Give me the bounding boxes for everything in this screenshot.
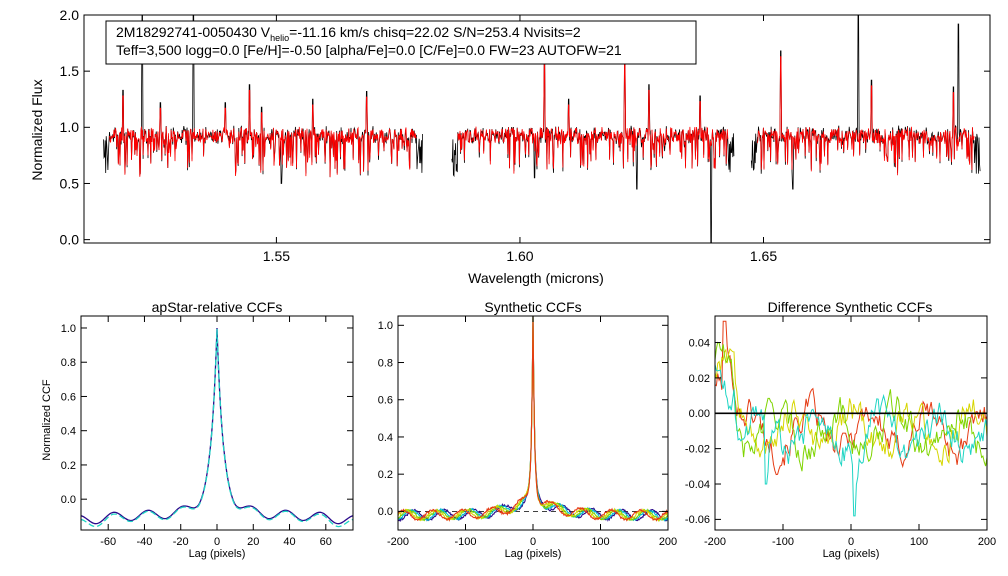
spectrum-x-tick-label: 1.55 bbox=[263, 248, 290, 264]
difference-ccf-title: Difference Synthetic CCFs bbox=[768, 299, 933, 315]
synthetic-ccf-ticks: -200 -100 0 100 200 0.0 0.2 0.4 0.6 0.8 1.0 bbox=[378, 316, 677, 548]
apstar-ccf-y-tick-label: 0.4 bbox=[61, 426, 76, 438]
spectrum-info-box bbox=[105, 20, 697, 65]
synthetic-ccf-plot-area bbox=[397, 315, 669, 523]
synthetic-ccf-x-tick-label: 100 bbox=[591, 536, 609, 548]
apstar-ccf-series-1 bbox=[80, 327, 354, 525]
apstar-ccf-y-tick-label: 0.8 bbox=[61, 357, 76, 369]
difference-ccf-x-tick-label: -200 bbox=[704, 536, 726, 548]
apstar-ccf-panel: apStar-relative CCFs -60 -40 -20 0 20 40 60 0.0… bbox=[41, 299, 354, 560]
apstar-ccf-y-tick-label: 0.2 bbox=[61, 460, 76, 472]
apstar-ccf-frame bbox=[80, 315, 354, 531]
spectrum-info-line-1: 2M18292741-0050430 Vhelio=-11.16 km/s ch… bbox=[116, 24, 581, 43]
difference-ccf-y-tick-label: 0.02 bbox=[689, 373, 710, 385]
synthetic-ccf-title: Synthetic CCFs bbox=[484, 299, 581, 315]
synthetic-ccf-y-tick-label: 0.0 bbox=[378, 506, 393, 518]
synthetic-ccf-series-5 bbox=[397, 315, 669, 522]
spectrum-y-tick-label: 1.0 bbox=[60, 119, 80, 135]
spectrum-observed-line bbox=[750, 14, 981, 190]
apstar-ccf-x-tick-label: -40 bbox=[137, 536, 153, 548]
synthetic-ccf-x-tick-label: -100 bbox=[454, 536, 476, 548]
difference-ccf-series-2 bbox=[714, 348, 988, 466]
spectrum-plot-area bbox=[103, 14, 981, 244]
spectrum-model-line bbox=[457, 62, 729, 174]
apstar-ccf-ticks: -60 -40 -20 0 20 40 60 0.0 0.2 0.4 0.6 0.8 1.0 bbox=[61, 316, 353, 548]
difference-ccf-x-tick-label: 0 bbox=[848, 536, 854, 548]
spectrum-y-tick-label: 1.5 bbox=[60, 63, 80, 79]
difference-ccf-x-label: Lag (pixels) bbox=[823, 548, 880, 560]
apstar-ccf-title: apStar-relative CCFs bbox=[152, 299, 283, 315]
difference-ccf-plot-area bbox=[714, 320, 988, 517]
difference-ccf-y-tick-label: -0.02 bbox=[685, 443, 710, 455]
synthetic-ccf-y-tick-label: 1.0 bbox=[378, 320, 393, 332]
synthetic-ccf-x-tick-label: -200 bbox=[387, 536, 409, 548]
synthetic-ccf-y-tick-label: 0.8 bbox=[378, 357, 393, 369]
difference-ccf-y-tick-label: -0.06 bbox=[685, 514, 710, 526]
spectrum-model-line bbox=[109, 89, 417, 178]
spectrum-y-tick-label: 2.0 bbox=[60, 7, 80, 23]
apstar-ccf-x-tick-label: 20 bbox=[247, 536, 259, 548]
apstar-ccf-y-tick-label: 0.0 bbox=[61, 494, 76, 506]
difference-ccf-x-tick-label: 200 bbox=[978, 536, 996, 548]
spectrum-y-label: Normalized Flux bbox=[29, 79, 45, 180]
apstar-ccf-plot-area bbox=[80, 327, 354, 528]
difference-ccf-y-tick-label: -0.04 bbox=[685, 479, 710, 491]
difference-ccf-y-tick-label: 0.04 bbox=[689, 337, 710, 349]
spectrum-y-tick-label: 0.5 bbox=[60, 175, 80, 191]
difference-ccf-x-tick-label: 100 bbox=[910, 536, 928, 548]
spectrum-panel: 1.55 1.60 1.65 0.0 0.5 1.0 1.5 2.0 2M18292741-0… bbox=[29, 7, 991, 286]
apstar-ccf-x-tick-label: 40 bbox=[283, 536, 295, 548]
apstar-ccf-y-label: Normalized CCF bbox=[41, 379, 53, 461]
spectrum-x-label: Wavelength (microns) bbox=[468, 270, 604, 286]
apstar-ccf-x-tick-label: 60 bbox=[320, 536, 332, 548]
apstar-ccf-y-tick-label: 1.0 bbox=[61, 323, 76, 335]
spectrum-y-tick-label: 0.0 bbox=[60, 232, 80, 248]
difference-ccf-x-tick-label: -100 bbox=[772, 536, 794, 548]
spectrum-x-tick-label: 1.60 bbox=[506, 248, 533, 264]
spectrum-model-line bbox=[757, 56, 975, 176]
synthetic-ccf-x-tick-label: 0 bbox=[530, 536, 536, 548]
synthetic-ccf-x-label: Lag (pixels) bbox=[505, 548, 562, 560]
apstar-ccf-x-tick-label: -60 bbox=[100, 536, 116, 548]
spectrum-ticks: 1.55 1.60 1.65 0.0 0.5 1.0 1.5 2.0 bbox=[60, 7, 990, 264]
spectrum-frame bbox=[83, 14, 991, 244]
apstar-ccf-x-tick-label: -20 bbox=[173, 536, 189, 548]
difference-ccf-panel: Difference Synthetic CCFs -200 -100 0 100 20… bbox=[685, 299, 996, 560]
difference-ccf-series-3 bbox=[714, 341, 988, 472]
synthetic-ccf-panel: Synthetic CCFs -200 -100 0 100 200 0.0 0.2 0.4 0… bbox=[378, 299, 677, 560]
synthetic-ccf-y-tick-label: 0.4 bbox=[378, 432, 393, 444]
synthetic-ccf-y-tick-label: 0.2 bbox=[378, 469, 393, 481]
spectrum-info-line-2: Teff=3,500 logg=0.0 [Fe/H]=-0.50 [alpha/… bbox=[116, 42, 622, 58]
apstar-ccf-x-tick-label: 0 bbox=[214, 536, 220, 548]
synthetic-ccf-y-tick-label: 0.6 bbox=[378, 395, 393, 407]
apstar-ccf-series-2 bbox=[80, 328, 354, 528]
apstar-ccf-x-label: Lag (pixels) bbox=[189, 548, 246, 560]
spectrum-x-tick-label: 1.65 bbox=[750, 248, 777, 264]
difference-ccf-ticks: -200 -100 0 100 200 -0.06 -0.04 -0.02 0.00 0.02 0.… bbox=[685, 316, 996, 548]
apstar-ccf-y-tick-label: 0.6 bbox=[61, 391, 76, 403]
synthetic-ccf-x-tick-label: 200 bbox=[659, 536, 677, 548]
difference-ccf-y-tick-label: 0.00 bbox=[689, 408, 710, 420]
